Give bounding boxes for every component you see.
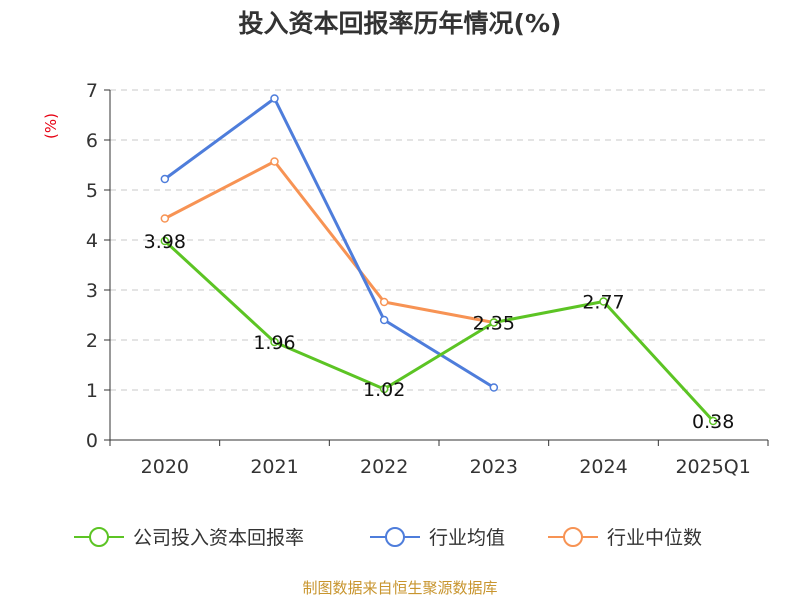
series-line — [163, 97, 495, 389]
x-tick-label: 2024 — [579, 456, 627, 478]
legend-marker — [563, 527, 583, 547]
y-tick-label: 1 — [86, 380, 98, 402]
x-tick-label: 2022 — [360, 456, 408, 478]
legend: 公司投入资本回报率 行业均值 行业中位数 — [74, 527, 702, 549]
legend-label: 行业中位数 — [607, 527, 702, 549]
legend-label: 行业均值 — [429, 527, 505, 549]
grid-lines — [110, 89, 768, 391]
legend-marker — [385, 527, 405, 547]
data-label: 2.35 — [473, 313, 515, 335]
y-axis-unit: (%) — [42, 113, 60, 139]
data-point — [270, 94, 279, 103]
source-note: 制图数据来自恒生聚源数据库 — [302, 579, 497, 597]
x-tick-label: 2020 — [141, 456, 189, 478]
data-point — [379, 384, 389, 394]
x-tick-label: 2023 — [470, 456, 518, 478]
data-label: 2.77 — [582, 292, 624, 314]
data-point — [708, 416, 718, 426]
y-tick-label: 0 — [86, 430, 98, 452]
y-tick-label: 2 — [86, 330, 98, 352]
data-point — [489, 318, 499, 327]
y-tick-label: 7 — [86, 80, 98, 102]
data-point — [160, 214, 170, 223]
data-point — [160, 174, 170, 184]
legend-label: 公司投入资本回报率 — [133, 527, 304, 549]
data-point — [489, 383, 499, 392]
chart-title: 投入资本回报率历年情况(%) — [239, 9, 562, 38]
y-tick-label: 6 — [86, 130, 98, 152]
series-lines — [160, 94, 718, 426]
data-label: 1.02 — [363, 379, 405, 401]
y-tick-label: 3 — [86, 280, 98, 302]
y-tick-label: 4 — [86, 230, 98, 252]
data-label: 1.96 — [253, 332, 295, 354]
axes: 0 1 2 3 4 5 6 7 2020 2021 2022 2023 2024 2025Q1 — [86, 80, 769, 478]
data-labels: 3.98 1.96 1.02 2.35 2.77 0.38 — [144, 231, 735, 433]
data-label: 0.38 — [692, 411, 734, 433]
data-point — [599, 297, 608, 306]
data-point — [160, 236, 170, 246]
legend-marker — [89, 527, 109, 547]
data-label: 3.98 — [144, 231, 186, 253]
data-point — [379, 315, 389, 325]
x-tick-label: 2025Q1 — [675, 456, 750, 478]
data-point — [379, 297, 389, 307]
series-line — [164, 160, 495, 324]
series-line — [163, 239, 715, 423]
data-point — [270, 337, 279, 347]
data-point — [270, 157, 279, 166]
y-tick-label: 5 — [86, 180, 98, 202]
x-tick-label: 2021 — [250, 456, 298, 478]
